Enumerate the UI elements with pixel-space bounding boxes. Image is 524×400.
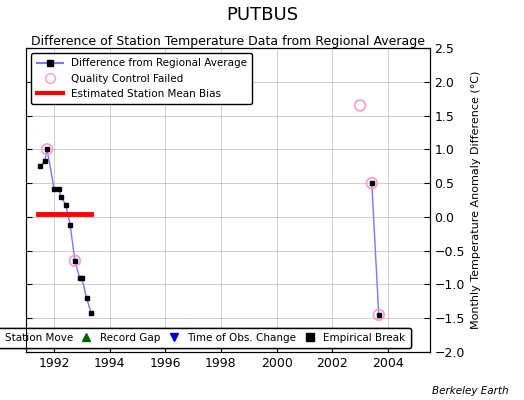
Point <box>356 102 364 109</box>
Point <box>368 180 376 186</box>
Legend: Station Move, Record Gap, Time of Obs. Change, Empirical Break: Station Move, Record Gap, Time of Obs. C… <box>0 328 411 348</box>
Point <box>375 312 383 318</box>
Point <box>43 146 51 152</box>
Text: PUTBUS: PUTBUS <box>226 6 298 24</box>
Point <box>71 258 79 264</box>
Text: Berkeley Earth: Berkeley Earth <box>432 386 508 396</box>
Title: Difference of Station Temperature Data from Regional Average: Difference of Station Temperature Data f… <box>31 35 425 48</box>
Y-axis label: Monthly Temperature Anomaly Difference (°C): Monthly Temperature Anomaly Difference (… <box>471 71 481 329</box>
